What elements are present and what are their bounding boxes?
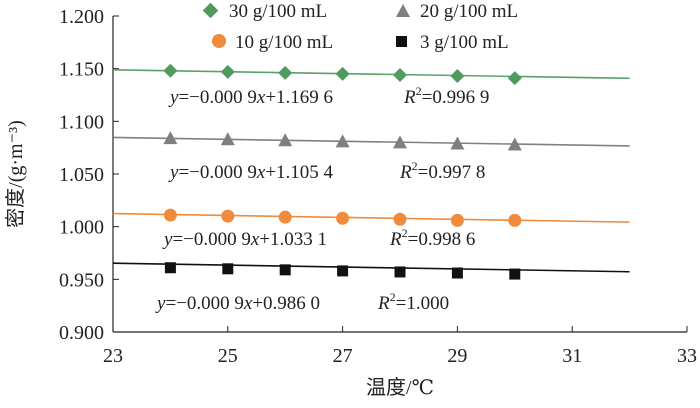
legend-item-10: 10 g/100 mL <box>212 32 333 53</box>
legend: 30 g/100 mL 20 g/100 mL 10 g/100 mL 3 g/… <box>202 1 518 53</box>
y-tick-label: 1.100 <box>59 111 104 133</box>
legend-label: 30 g/100 mL <box>229 1 327 22</box>
fit-line <box>112 262 630 273</box>
data-point <box>163 208 177 222</box>
y-tick-label: 0.900 <box>59 322 104 344</box>
data-point <box>450 213 464 227</box>
x-tick-label: 31 <box>562 345 582 367</box>
data-point <box>393 67 407 82</box>
eq-intercept: +0.986 0 <box>252 293 320 314</box>
r2-text: R2=1.000 <box>377 290 449 314</box>
r2-text: R2=0.997 8 <box>399 159 485 183</box>
equation-20: y=−0.000 9x+1.105 4 R2=0.997 8 <box>168 159 485 183</box>
y-tick-label: 0.950 <box>59 269 104 291</box>
data-point <box>508 213 522 227</box>
data-point <box>509 268 521 280</box>
data-point <box>278 133 293 147</box>
eq-y: y <box>168 162 179 183</box>
y-tick-label: 1.200 <box>59 6 104 28</box>
data-point <box>451 267 463 279</box>
legend-square-marker <box>396 36 407 47</box>
r2-value: =0.997 8 <box>418 162 486 183</box>
legend-item-20: 20 g/100 mL <box>396 1 518 22</box>
fit-line <box>112 212 630 223</box>
data-point <box>164 262 176 274</box>
data-point <box>337 265 349 277</box>
y-tick-label: 1.150 <box>59 59 104 81</box>
eq-slope: =−0.000 9 <box>178 162 256 183</box>
legend-label: 3 g/100 mL <box>420 32 509 53</box>
data-point <box>220 64 235 79</box>
equation-text: y=−0.000 9x+1.105 4 <box>168 162 334 183</box>
eq-y: y <box>168 87 179 108</box>
data-point <box>222 263 234 275</box>
eq-y: y <box>162 229 173 250</box>
r2-value: =0.996 9 <box>422 87 490 108</box>
y-tick-label: 1.000 <box>59 217 104 239</box>
eq-x: x <box>243 293 253 314</box>
eq-intercept: +1.105 4 <box>265 162 333 183</box>
legend-item-3: 3 g/100 mL <box>396 32 509 53</box>
y-tick-label: 1.050 <box>59 164 104 186</box>
equation-text: y=−0.000 9x+0.986 0 <box>155 293 320 314</box>
eq-x: x <box>250 229 260 250</box>
r2-text: R2=0.998 6 <box>389 226 475 250</box>
legend-triangle-marker <box>396 4 410 17</box>
eq-intercept: +1.033 1 <box>259 229 327 250</box>
eq-slope: =−0.000 9 <box>178 87 256 108</box>
legend-item-30: 30 g/100 mL <box>202 1 327 22</box>
markers <box>163 63 522 280</box>
fit-lines <box>112 69 630 273</box>
data-point <box>393 135 407 149</box>
r2-value: =0.998 6 <box>408 229 476 250</box>
r2-text: R2=0.996 9 <box>403 84 489 108</box>
data-point <box>393 212 407 226</box>
eq-intercept: +1.169 6 <box>265 87 333 108</box>
eq-slope: =−0.000 9 <box>172 229 250 250</box>
legend-label: 20 g/100 mL <box>420 1 518 22</box>
data-point <box>507 71 522 86</box>
data-point <box>163 131 178 145</box>
eq-x: x <box>256 162 266 183</box>
eq-x: x <box>256 87 266 108</box>
data-point <box>221 209 235 223</box>
equation-text: y=−0.000 9x+1.169 6 <box>168 87 333 108</box>
data-point <box>335 66 350 81</box>
legend-label: 10 g/100 mL <box>235 32 333 53</box>
x-ticks: 23 25 27 29 31 33 <box>103 326 697 367</box>
x-tick-label: 29 <box>447 345 467 367</box>
data-point <box>278 210 292 224</box>
data-point <box>220 132 235 146</box>
eq-slope: =−0.000 9 <box>165 293 243 314</box>
data-point <box>450 69 465 84</box>
equation-3: y=−0.000 9x+0.986 0 R2=1.000 <box>155 290 449 314</box>
legend-diamond-marker <box>202 2 219 19</box>
legend-circle-marker <box>212 34 226 48</box>
data-point <box>335 134 350 148</box>
data-point <box>336 211 350 225</box>
x-tick-label: 23 <box>103 345 123 367</box>
x-tick-label: 25 <box>218 345 238 367</box>
y-ticks: 0.900 0.950 1.000 1.050 1.100 1.150 1.200 <box>59 6 119 344</box>
equation-10: y=−0.000 9x+1.033 1 R2=0.998 6 <box>162 226 475 250</box>
fit-line <box>112 136 630 147</box>
data-point <box>450 136 465 150</box>
data-point <box>163 63 178 78</box>
eq-y: y <box>155 293 166 314</box>
r2-value: =1.000 <box>396 293 449 314</box>
equation-30: y=−0.000 9x+1.169 6 R2=0.996 9 <box>168 84 489 108</box>
fit-line <box>112 69 630 80</box>
x-axis-title: 温度/℃ <box>366 376 434 399</box>
y-axis-title: 密度/(g·m⁻³) <box>4 120 27 228</box>
x-tick-label: 27 <box>333 345 353 367</box>
data-point <box>279 264 291 276</box>
equation-text: y=−0.000 9x+1.033 1 <box>162 229 327 250</box>
data-point <box>507 137 522 151</box>
x-tick-label: 33 <box>677 345 697 367</box>
data-point <box>278 65 293 80</box>
data-point <box>394 266 406 278</box>
